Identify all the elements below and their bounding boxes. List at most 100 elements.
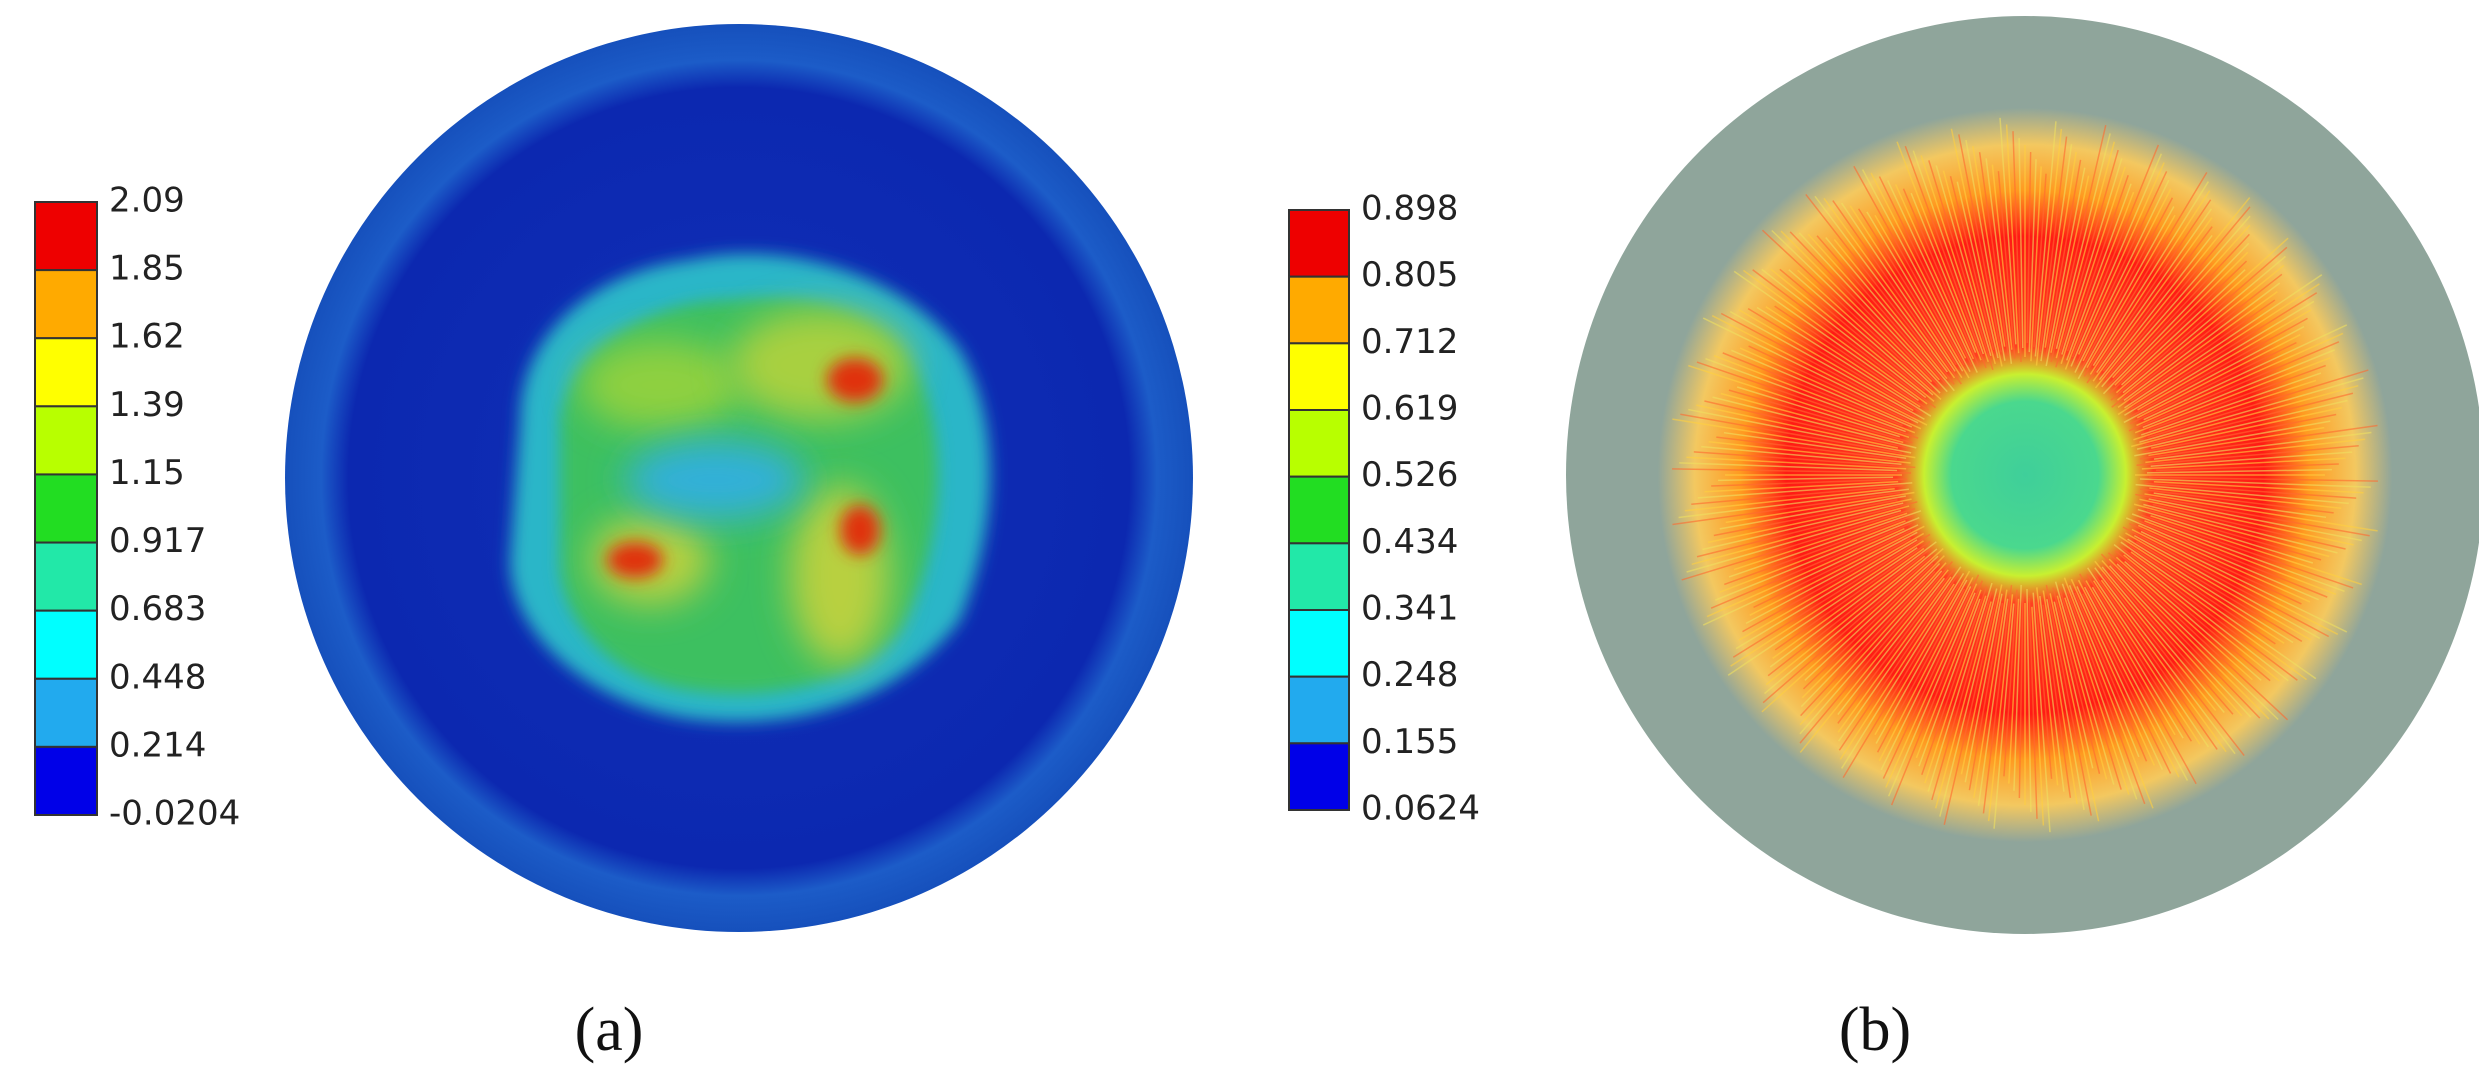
vector [1696, 501, 1918, 558]
vector [2130, 299, 2276, 402]
vector [1713, 499, 1898, 537]
vector [1807, 233, 1940, 381]
legend-swatch [1288, 342, 1350, 412]
vector [1779, 268, 1926, 392]
vector [2143, 503, 2338, 554]
vector [1886, 180, 1978, 373]
vector [2005, 124, 2020, 354]
vector [1788, 269, 1934, 396]
vector [2056, 595, 2108, 780]
vector [2107, 233, 2250, 387]
vector [1742, 537, 1911, 633]
legend-label: 0.0624 [1361, 789, 1480, 829]
vector [2101, 573, 2245, 756]
vector [1681, 507, 1916, 581]
vector [2151, 406, 2343, 449]
vector [2140, 530, 2348, 633]
vector [1978, 152, 2009, 356]
legend-label: 0.917 [109, 521, 206, 561]
vector [2123, 282, 2281, 401]
vector [2136, 399, 2348, 450]
vector [2070, 578, 2156, 766]
legend-swatch [1288, 209, 1350, 278]
vector [1896, 141, 1982, 361]
vector [1874, 570, 1971, 736]
vector [1716, 436, 1898, 461]
vector [2134, 357, 2331, 434]
vector [2140, 488, 2334, 514]
vector [1902, 188, 1980, 367]
vector [2130, 317, 2308, 417]
vector [2018, 593, 2024, 798]
vector [1702, 502, 1904, 551]
caption: (a) [575, 996, 644, 1064]
vector [2068, 585, 2140, 758]
vector [2079, 573, 2197, 785]
vector [2082, 593, 2172, 774]
vector [1728, 510, 1922, 578]
vector [1711, 314, 1928, 426]
vector [1842, 581, 1962, 778]
vector [1885, 583, 1978, 788]
vector [2064, 597, 2130, 795]
vector [1799, 561, 1953, 744]
vector [2030, 166, 2042, 362]
vector [2100, 553, 2261, 719]
vector [2155, 463, 2339, 472]
vector [1723, 431, 1907, 460]
vector [2135, 493, 2370, 537]
vector [1921, 586, 1988, 775]
vector [1743, 269, 1928, 405]
vector [1866, 211, 1964, 372]
vector [1993, 603, 2015, 829]
caption: (b) [1839, 996, 1911, 1064]
vector [1691, 505, 1910, 566]
vector [1875, 579, 1968, 744]
vector [2123, 325, 2305, 424]
vector [1753, 529, 1912, 609]
vector [1707, 498, 1912, 544]
vector [2096, 208, 2213, 374]
vector [2146, 509, 2322, 561]
vector [1701, 445, 1902, 465]
vector [2093, 573, 2218, 750]
vector [2128, 522, 2302, 605]
vector [2148, 498, 2362, 542]
vector [2042, 604, 2072, 798]
vector [1949, 175, 1995, 351]
vector [2071, 144, 2160, 358]
vector [1727, 547, 1918, 676]
vector [2078, 162, 2165, 355]
vector [2135, 483, 2349, 505]
vector [2133, 534, 2321, 640]
vector [1686, 456, 1907, 470]
vector [2133, 379, 2317, 441]
vector [1977, 598, 2009, 806]
vector [1739, 347, 1922, 430]
vector [1838, 574, 1958, 751]
legend-swatch [1288, 275, 1350, 345]
vector [1702, 524, 1919, 626]
vector [1943, 597, 1998, 825]
vector [1956, 181, 1999, 359]
vector [1797, 269, 1942, 400]
vector [1678, 488, 1909, 519]
vector [1688, 408, 1912, 454]
vector [2131, 384, 2359, 448]
vector [2052, 587, 2101, 775]
vector [2137, 524, 2311, 603]
vector [2045, 159, 2082, 357]
vector [2055, 133, 2111, 350]
vector [2053, 601, 2094, 769]
vector [2054, 581, 2115, 785]
legend-b: 0.898 0.805 0.712 0.619 0.526 0.434 0.341 0.248… [1288, 189, 1480, 829]
vector [2094, 567, 2236, 755]
vector [2091, 586, 2184, 739]
vector [1789, 231, 1941, 388]
vector [2055, 149, 2119, 368]
vector [1997, 171, 2016, 359]
vector [1833, 239, 1948, 380]
vector [2142, 349, 2335, 429]
vector [1958, 134, 2002, 353]
legend-swatch [1288, 475, 1350, 545]
